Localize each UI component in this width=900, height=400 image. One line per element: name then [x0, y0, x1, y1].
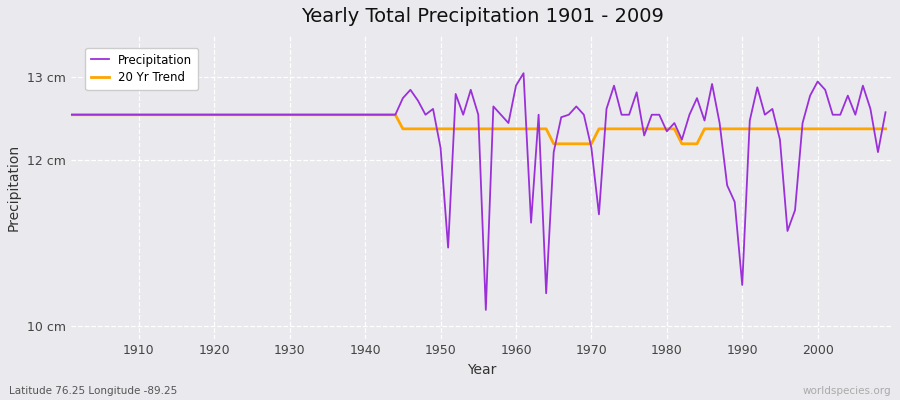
Text: worldspecies.org: worldspecies.org	[803, 386, 891, 396]
20 Yr Trend	[608, 126, 619, 131]
Precipitation	[518, 71, 529, 76]
Precipitation	[292, 112, 302, 117]
Line: Precipitation: Precipitation	[71, 73, 886, 310]
Precipitation	[880, 110, 891, 115]
Precipitation	[526, 220, 536, 225]
20 Yr Trend	[66, 112, 77, 117]
20 Yr Trend	[548, 141, 559, 146]
20 Yr Trend	[292, 112, 302, 117]
20 Yr Trend	[503, 126, 514, 131]
20 Yr Trend	[510, 126, 521, 131]
Precipitation	[481, 308, 491, 312]
20 Yr Trend	[126, 112, 137, 117]
Title: Yearly Total Precipitation 1901 - 2009: Yearly Total Precipitation 1901 - 2009	[301, 7, 663, 26]
Y-axis label: Precipitation: Precipitation	[7, 144, 21, 231]
Precipitation	[66, 112, 77, 117]
X-axis label: Year: Year	[467, 363, 497, 377]
20 Yr Trend	[880, 126, 891, 131]
Precipitation	[126, 112, 137, 117]
20 Yr Trend	[338, 112, 348, 117]
Line: 20 Yr Trend: 20 Yr Trend	[71, 115, 886, 144]
Text: Latitude 76.25 Longitude -89.25: Latitude 76.25 Longitude -89.25	[9, 386, 177, 396]
Precipitation	[616, 112, 627, 117]
Legend: Precipitation, 20 Yr Trend: Precipitation, 20 Yr Trend	[86, 48, 198, 90]
Precipitation	[510, 83, 521, 88]
Precipitation	[338, 112, 348, 117]
